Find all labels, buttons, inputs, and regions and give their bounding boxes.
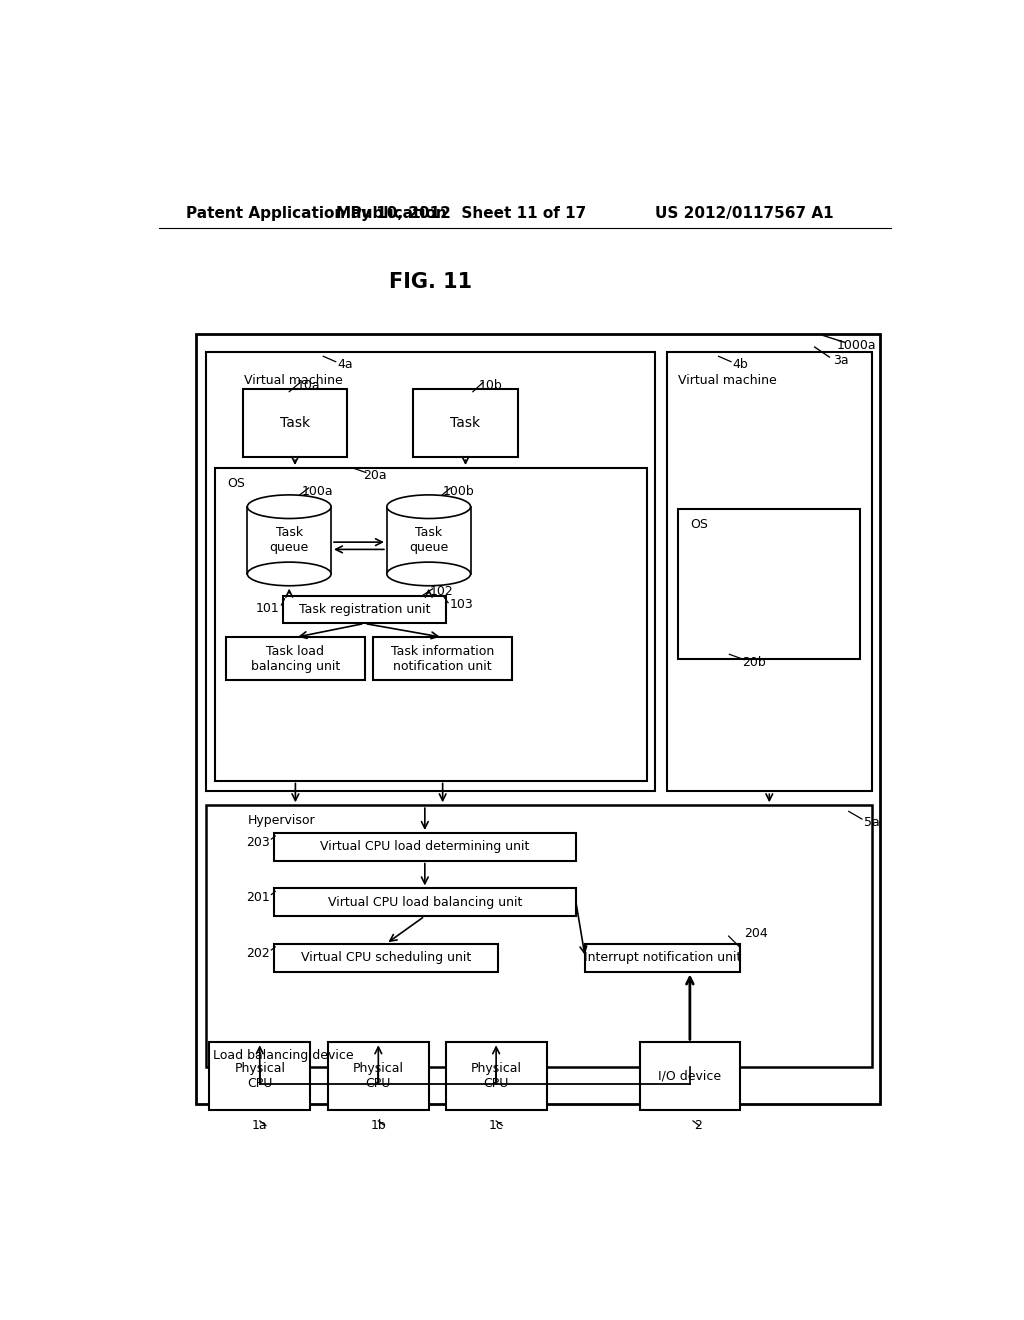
Bar [225,638,366,680]
Bar [273,888,575,916]
Ellipse shape [387,562,471,586]
Text: 100b: 100b [443,484,475,498]
Bar [640,1043,740,1110]
Bar [586,944,740,972]
Text: Virtual machine: Virtual machine [678,374,777,387]
Ellipse shape [387,495,471,519]
Bar [283,595,445,623]
Bar [209,1043,310,1110]
Bar [678,508,860,659]
Text: 204: 204 [744,927,768,940]
Text: Interrupt notification unit: Interrupt notification unit [584,952,741,964]
Text: Load balancing device: Load balancing device [213,1049,354,1063]
Text: Task load
balancing unit: Task load balancing unit [251,644,340,672]
Text: Task: Task [451,416,480,430]
Text: Task
queue: Task queue [409,527,449,554]
Bar [273,833,575,861]
Text: 10b: 10b [479,379,503,392]
Text: 10a: 10a [297,379,321,392]
Ellipse shape [248,562,331,586]
Text: US 2012/0117567 A1: US 2012/0117567 A1 [655,206,834,222]
Text: 201: 201 [246,891,270,904]
Text: 1b: 1b [371,1119,386,1133]
Text: 4b: 4b [732,358,749,371]
Bar [328,1043,429,1110]
Text: I/O device: I/O device [658,1069,722,1082]
Text: Task
queue: Task queue [269,527,309,554]
Text: 203: 203 [246,836,270,849]
Text: 2: 2 [693,1119,701,1133]
Bar [414,389,518,457]
Bar [667,352,872,791]
Text: Physical
CPU: Physical CPU [234,1063,286,1090]
Text: 103: 103 [450,598,473,611]
Bar [243,389,347,457]
Text: Hypervisor: Hypervisor [248,814,315,828]
Text: Virtual CPU scheduling unit: Virtual CPU scheduling unit [301,952,471,964]
Text: 102: 102 [430,585,454,598]
Text: OS: OS [227,477,245,490]
Text: Virtual machine: Virtual machine [245,374,343,387]
Text: Virtual CPU load balancing unit: Virtual CPU load balancing unit [328,896,522,908]
Text: Physical
CPU: Physical CPU [353,1063,403,1090]
Text: 3a: 3a [834,354,849,367]
Text: 20b: 20b [742,656,766,669]
Bar [197,334,880,1104]
Text: Task information
notification unit: Task information notification unit [391,644,495,672]
Bar [215,469,647,780]
Bar [273,944,499,972]
Bar [445,1043,547,1110]
Text: Physical
CPU: Physical CPU [471,1063,521,1090]
Text: Task: Task [280,416,310,430]
Text: 1000a: 1000a [837,339,877,352]
Text: 202: 202 [246,946,270,960]
Text: 5a: 5a [864,816,880,829]
Text: Task registration unit: Task registration unit [299,603,430,616]
Text: OS: OS [690,517,709,531]
Bar [373,638,512,680]
Text: FIG. 11: FIG. 11 [389,272,472,292]
Text: Patent Application Publication: Patent Application Publication [186,206,446,222]
Text: 20a: 20a [362,469,386,482]
Text: 101: 101 [256,602,280,615]
Text: 1c: 1c [488,1119,504,1133]
Bar [248,507,331,574]
Bar [206,805,872,1067]
Text: 4a: 4a [337,358,353,371]
Text: May 10, 2012  Sheet 11 of 17: May 10, 2012 Sheet 11 of 17 [336,206,587,222]
Text: 100a: 100a [302,484,334,498]
Ellipse shape [248,495,331,519]
Bar [206,352,655,791]
Text: Virtual CPU load determining unit: Virtual CPU load determining unit [321,841,529,853]
Text: 1a: 1a [252,1119,267,1133]
Bar [387,507,471,574]
